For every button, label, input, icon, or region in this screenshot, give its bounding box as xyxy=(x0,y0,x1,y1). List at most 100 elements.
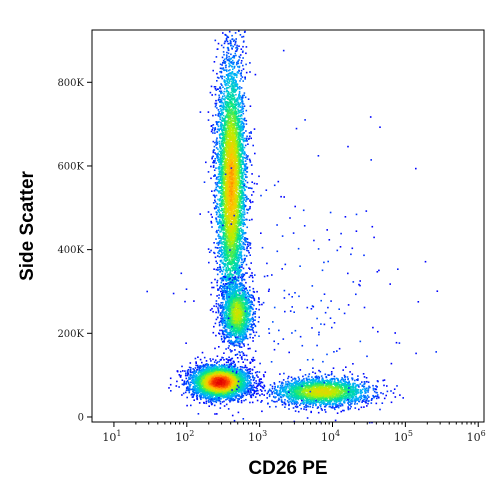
event-point xyxy=(199,394,201,396)
event-point xyxy=(199,358,202,361)
event-point xyxy=(186,374,189,377)
event-point xyxy=(220,398,222,400)
event-point xyxy=(195,381,197,383)
event-point xyxy=(225,178,227,181)
event-point xyxy=(216,379,219,382)
event-point xyxy=(226,376,229,378)
event-point xyxy=(209,376,211,378)
event-point xyxy=(234,387,237,390)
event-point xyxy=(221,364,223,366)
event-point xyxy=(252,393,255,395)
event-point xyxy=(212,370,214,373)
event-point xyxy=(227,381,229,383)
event-point xyxy=(189,378,191,380)
event-point xyxy=(249,254,251,256)
event-point xyxy=(216,361,219,363)
event-point xyxy=(250,386,253,389)
event-point xyxy=(231,391,233,394)
event-point xyxy=(250,384,253,387)
event-point xyxy=(244,382,246,384)
event-point xyxy=(247,385,249,387)
event-point xyxy=(176,380,178,383)
event-point xyxy=(230,368,232,371)
event-point xyxy=(228,395,230,398)
event-point xyxy=(175,385,178,387)
event-point xyxy=(251,386,254,388)
event-point xyxy=(215,389,218,392)
event-point xyxy=(217,371,219,373)
event-point xyxy=(232,373,235,376)
event-point xyxy=(223,366,225,368)
event-point xyxy=(199,390,202,393)
event-point xyxy=(249,401,251,404)
event-point xyxy=(198,380,200,383)
event-point xyxy=(200,376,202,378)
event-point xyxy=(253,389,255,392)
event-point xyxy=(202,373,205,375)
event-point xyxy=(245,387,247,390)
event-point xyxy=(215,367,218,369)
event-point xyxy=(236,386,238,388)
event-point xyxy=(210,392,213,394)
event-point xyxy=(237,60,239,63)
event-point xyxy=(240,371,242,374)
event-point xyxy=(250,379,252,381)
event-point xyxy=(232,381,234,384)
event-point xyxy=(242,374,245,377)
event-point xyxy=(183,380,186,382)
event-point xyxy=(222,382,225,384)
event-point xyxy=(190,394,193,396)
event-point xyxy=(209,391,212,393)
event-point xyxy=(228,345,230,347)
event-point xyxy=(242,225,245,227)
event-point xyxy=(215,302,218,305)
event-point xyxy=(227,361,230,363)
event-point xyxy=(183,382,185,385)
event-point xyxy=(216,380,219,383)
event-point xyxy=(230,389,232,391)
event-point xyxy=(242,380,244,382)
event-point xyxy=(242,395,245,397)
event-point xyxy=(226,395,229,397)
event-point xyxy=(250,388,252,390)
event-point xyxy=(214,359,217,361)
event-point xyxy=(201,372,203,375)
event-point xyxy=(209,370,211,373)
event-point xyxy=(263,375,265,378)
event-point xyxy=(198,371,200,373)
event-point xyxy=(213,374,216,376)
event-point xyxy=(211,382,213,385)
event-point xyxy=(217,391,220,394)
event-point xyxy=(254,73,257,76)
event-point xyxy=(222,369,225,371)
event-point xyxy=(193,379,195,381)
event-point xyxy=(189,377,191,379)
event-point xyxy=(210,397,213,400)
event-point xyxy=(200,369,203,371)
event-point xyxy=(239,366,242,368)
event-point xyxy=(205,382,208,385)
event-point xyxy=(242,373,244,376)
event-point xyxy=(202,375,204,377)
event-point xyxy=(227,408,230,410)
event-point xyxy=(251,389,253,391)
event-point xyxy=(192,374,195,377)
event-point xyxy=(232,380,235,383)
event-point xyxy=(208,390,210,393)
event-point xyxy=(243,384,245,386)
event-point xyxy=(202,368,205,371)
event-point xyxy=(223,268,225,271)
event-point xyxy=(193,393,195,396)
event-point xyxy=(199,392,202,395)
event-point xyxy=(245,46,248,48)
event-point xyxy=(210,402,212,404)
event-point xyxy=(216,394,218,396)
event-point xyxy=(220,382,222,384)
event-point xyxy=(202,380,205,382)
event-point xyxy=(218,380,220,382)
event-point xyxy=(225,403,228,406)
event-point xyxy=(223,359,225,361)
event-point xyxy=(196,364,199,367)
event-point xyxy=(237,389,239,392)
event-point xyxy=(218,371,221,374)
